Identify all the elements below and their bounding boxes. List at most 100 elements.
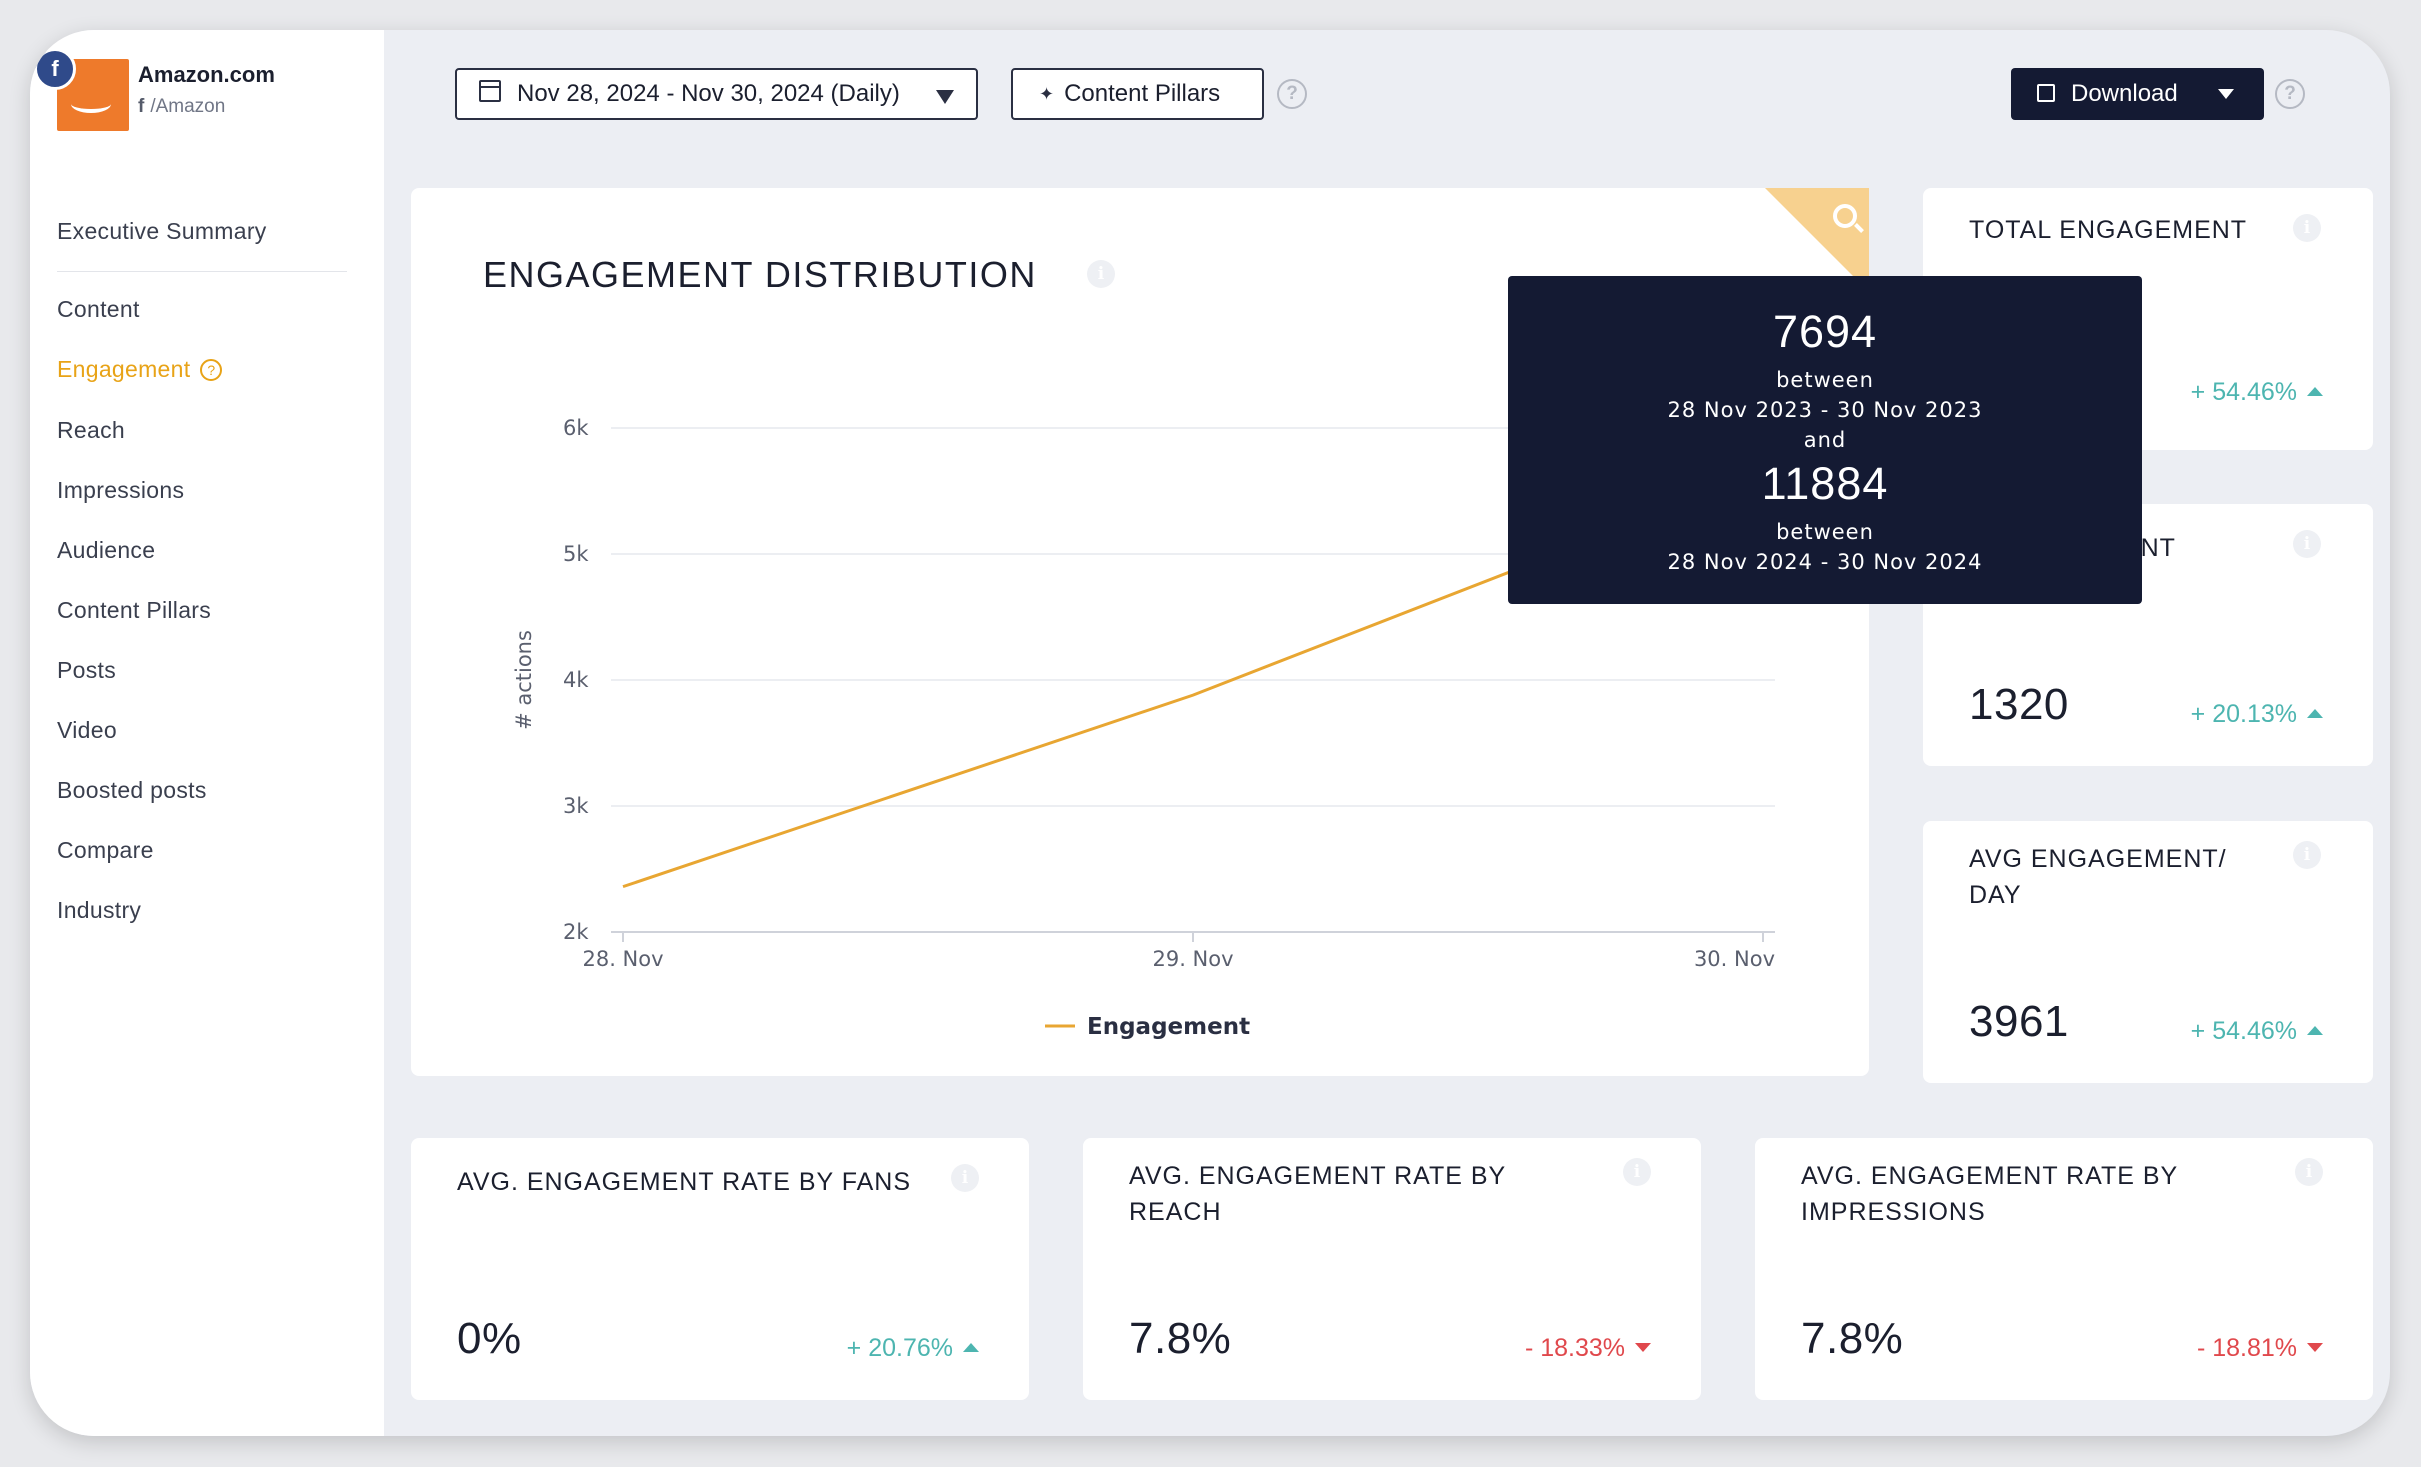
card-title-line: DAY xyxy=(1969,881,2022,909)
tooltip-text: between xyxy=(1776,520,1874,544)
caret-down-icon xyxy=(936,90,954,104)
rate-by-fans-card: AVG. ENGAGEMENT RATE BY FANS i 0% + 20.7… xyxy=(411,1138,1029,1400)
help-icon[interactable]: ? xyxy=(200,359,223,381)
tooltip-range-previous: 28 Nov 2023 - 30 Nov 2023 xyxy=(1667,398,1983,422)
arrow-up-icon xyxy=(2307,709,2323,718)
change-value: + 54.46% xyxy=(2190,1017,2297,1045)
sidebar-item-executive-summary[interactable]: Executive Summary xyxy=(57,218,267,244)
y-tick-label: 2k xyxy=(563,920,589,944)
engagement-metric-card: GEMENT i 1320 + 20.13% xyxy=(1923,504,2373,766)
info-icon[interactable]: i xyxy=(1623,1158,1651,1186)
y-tick-label: 5k xyxy=(563,542,589,566)
info-icon[interactable]: i xyxy=(951,1164,979,1192)
change-value: + 20.13% xyxy=(2190,700,2297,728)
change-indicator: + 20.13% xyxy=(2191,700,2323,729)
y-tick-label: 3k xyxy=(563,794,589,818)
info-icon[interactable]: i xyxy=(2293,841,2321,869)
change-value: - 18.81% xyxy=(2196,1334,2297,1362)
sidebar-item-label: Engagement xyxy=(57,356,191,382)
help-icon[interactable]: ? xyxy=(1277,79,1307,109)
help-icon[interactable]: ? xyxy=(2275,79,2305,109)
sidebar-item-industry[interactable]: Industry xyxy=(57,897,142,923)
tooltip-range-current: 28 Nov 2024 - 30 Nov 2024 xyxy=(1667,550,1983,574)
x-tick-label: 28. Nov xyxy=(582,947,663,971)
download-label: Download xyxy=(2071,80,2178,107)
info-icon[interactable]: i xyxy=(2293,530,2321,558)
download-button[interactable]: Download xyxy=(2011,68,2264,120)
change-indicator: + 20.76% xyxy=(847,1334,979,1363)
sidebar-item-reach[interactable]: Reach xyxy=(57,417,125,443)
chevron-down-icon[interactable] xyxy=(2218,89,2234,99)
tooltip-text: and xyxy=(1803,428,1847,452)
facebook-small-icon: f xyxy=(138,96,145,117)
card-title-line: REACH xyxy=(1129,1198,1222,1226)
card-title: AVG. ENGAGEMENT RATE BY FANS xyxy=(457,1168,912,1196)
card-title: TOTAL ENGAGEMENT xyxy=(1969,216,2248,244)
change-value: - 18.33% xyxy=(1524,1334,1625,1362)
info-icon[interactable]: i xyxy=(1087,260,1115,288)
card-title: AVG. ENGAGEMENT RATE BY IMPRESSIONS xyxy=(1801,1158,2178,1230)
info-icon[interactable]: i xyxy=(2293,214,2321,242)
arrow-up-icon xyxy=(963,1343,979,1352)
y-tick-label: 6k xyxy=(563,416,589,440)
content-pillars-button[interactable]: ✦ Content Pillars xyxy=(1011,68,1264,120)
tooltip-value-previous: 7694 xyxy=(1772,306,1878,357)
y-axis-title: # actions xyxy=(512,630,536,730)
app-window: f Amazon.com f/Amazon Executive Summary … xyxy=(30,30,2390,1436)
brand-name: Amazon.com xyxy=(138,62,275,87)
metric-value: 7.8% xyxy=(1801,1314,1904,1363)
card-title: AVG ENGAGEMENT/DAY xyxy=(1969,841,2227,913)
sidebar-item-impressions[interactable]: Impressions xyxy=(57,477,185,503)
card-title-line: IMPRESSIONS xyxy=(1801,1198,1986,1226)
date-range-label: Nov 28, 2024 - Nov 30, 2024 (Daily) xyxy=(517,80,900,107)
change-indicator: - 18.33% xyxy=(1525,1334,1651,1363)
tooltip-value-current: 11884 xyxy=(1761,458,1889,509)
search-icon[interactable] xyxy=(1833,204,1857,228)
content-pillars-label: Content Pillars xyxy=(1064,80,1221,107)
handle-text: /Amazon xyxy=(150,96,226,117)
x-tick-label: 30. Nov xyxy=(1694,947,1775,971)
sidebar: f Amazon.com f/Amazon Executive Summary … xyxy=(30,30,384,1436)
arrow-up-icon xyxy=(2307,387,2323,396)
arrow-down-icon xyxy=(2307,1343,2323,1352)
y-tick-label: 4k xyxy=(563,668,589,692)
x-tick-label: 29. Nov xyxy=(1152,947,1233,971)
sparkle-icon: ✦ xyxy=(1039,83,1055,104)
tooltip-text: between xyxy=(1776,368,1874,392)
brand-handle: f/Amazon xyxy=(138,96,225,118)
change-indicator: + 54.46% xyxy=(2191,1017,2323,1046)
sidebar-item-content[interactable]: Content xyxy=(57,296,140,322)
metric-value: 0% xyxy=(457,1314,522,1363)
chart-tooltip: 7694 between 28 Nov 2023 - 30 Nov 2023 a… xyxy=(1508,276,2142,604)
change-value: + 54.46% xyxy=(2190,378,2297,406)
rate-by-reach-card: AVG. ENGAGEMENT RATE BY REACH i 7.8% - 18… xyxy=(1083,1138,1701,1400)
card-title-line: AVG. ENGAGEMENT RATE BY xyxy=(1801,1162,2179,1190)
sidebar-item-engagement[interactable]: Engagement? xyxy=(57,356,223,383)
sidebar-item-posts[interactable]: Posts xyxy=(57,657,117,683)
metric-value: 3961 xyxy=(1969,997,2069,1046)
sidebar-item-video[interactable]: Video xyxy=(57,717,117,743)
chart-title: ENGAGEMENT DISTRIBUTION xyxy=(483,254,1037,295)
metric-value: 7.8% xyxy=(1129,1314,1232,1363)
legend-label: Engagement xyxy=(1087,1014,1250,1040)
sidebar-item-boosted-posts[interactable]: Boosted posts xyxy=(57,777,207,803)
change-indicator: - 18.81% xyxy=(2197,1334,2323,1363)
card-title: AVG. ENGAGEMENT RATE BY REACH xyxy=(1129,1158,1506,1230)
change-indicator: + 54.46% xyxy=(2191,378,2323,407)
arrow-down-icon xyxy=(1635,1343,1651,1352)
metric-value: 1320 xyxy=(1969,680,2069,729)
sidebar-item-content-pillars[interactable]: Content Pillars xyxy=(57,597,212,623)
nav-divider xyxy=(57,271,347,272)
card-title-line: AVG. ENGAGEMENT RATE BY xyxy=(1129,1162,1507,1190)
rate-by-impressions-card: AVG. ENGAGEMENT RATE BY IMPRESSIONS i 7.8… xyxy=(1755,1138,2373,1400)
date-range-picker[interactable]: Nov 28, 2024 - Nov 30, 2024 (Daily) xyxy=(455,68,978,120)
change-value: + 20.76% xyxy=(846,1334,953,1362)
facebook-icon: f xyxy=(34,48,76,90)
arrow-up-icon xyxy=(2307,1026,2323,1035)
avg-engagement-per-day-card: AVG ENGAGEMENT/DAY i 3961 + 54.46% xyxy=(1923,821,2373,1083)
card-title-line: AVG ENGAGEMENT/ xyxy=(1969,845,2227,873)
sidebar-item-compare[interactable]: Compare xyxy=(57,837,154,863)
info-icon[interactable]: i xyxy=(2295,1158,2323,1186)
sidebar-item-audience[interactable]: Audience xyxy=(57,537,156,563)
calendar-icon xyxy=(479,80,501,102)
